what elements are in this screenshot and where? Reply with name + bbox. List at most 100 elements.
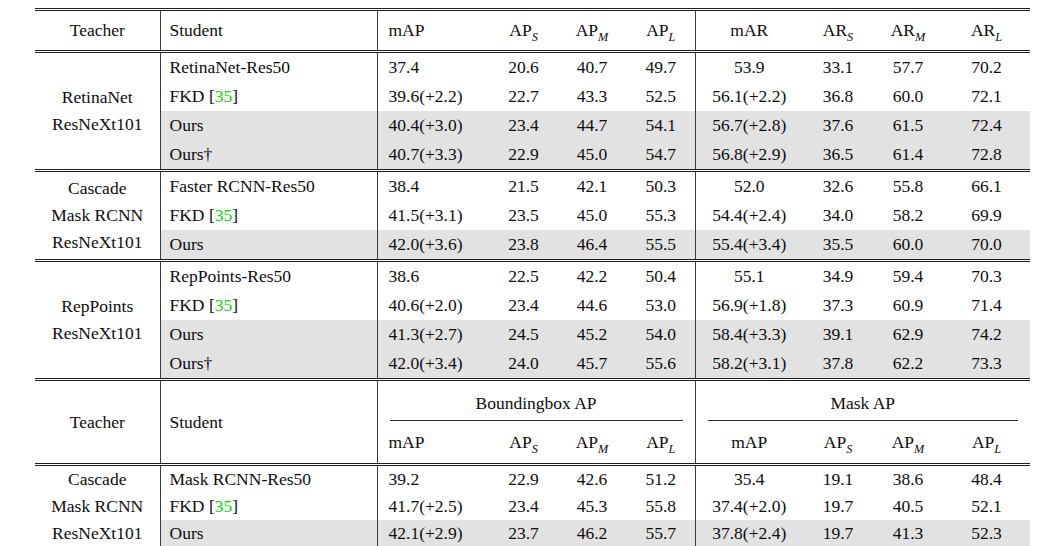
metric-cell: 74.2: [943, 320, 1030, 349]
student-cell: Ours: [160, 320, 377, 349]
header-bbox-ap-m: APM: [557, 422, 627, 465]
metric-cell: 70.2: [943, 52, 1030, 83]
metric-cell: 55.5: [627, 230, 695, 261]
metric-cell: 37.4: [377, 52, 490, 83]
metric-cell: 45.3: [557, 493, 627, 520]
table-row-highlighted: Ours 41.3(+2.7) 24.5 45.2 54.0 58.4(+3.3…: [35, 320, 1030, 349]
metric-cell: 56.8(+2.9): [695, 140, 803, 171]
header-mar: mAR: [695, 10, 803, 52]
results-table: Teacher Student mAP APS APM APL mAR ARS …: [35, 8, 1030, 546]
metric-cell: 24.5: [490, 320, 557, 349]
metric-cell: 19.1: [803, 465, 873, 494]
metric-cell: 19.7: [803, 520, 873, 546]
metric-cell: 62.9: [873, 320, 943, 349]
student-cell: FKD [35]: [160, 82, 377, 111]
metric-cell: 42.1: [557, 171, 627, 202]
metric-cell: 22.5: [490, 261, 557, 292]
table-row: RepPointsResNeXt101 RepPoints-Res50 38.6…: [35, 261, 1030, 292]
metric-cell: 41.3(+2.7): [377, 320, 490, 349]
metric-cell: 72.8: [943, 140, 1030, 171]
metric-cell: 43.3: [557, 82, 627, 111]
student-cell: Ours: [160, 230, 377, 261]
header-group-boundingbox-ap: Boundingbox AP: [377, 380, 695, 423]
metric-cell: 22.7: [490, 82, 557, 111]
header-mask-ap-m: APM: [873, 422, 943, 465]
metric-cell: 22.9: [490, 465, 557, 494]
metric-cell: 42.0(+3.4): [377, 349, 490, 380]
header-ap-s: APS: [490, 10, 557, 52]
student-cell: Ours: [160, 111, 377, 140]
metric-cell: 53.0: [627, 291, 695, 320]
metric-cell: 36.5: [803, 140, 873, 171]
metric-cell: 23.4: [490, 291, 557, 320]
metric-cell: 46.4: [557, 230, 627, 261]
metric-cell: 40.6(+2.0): [377, 291, 490, 320]
metric-cell: 20.6: [490, 52, 557, 83]
metric-cell: 23.7: [490, 520, 557, 546]
metric-cell: 54.0: [627, 320, 695, 349]
table-row-highlighted: Ours 42.1(+2.9) 23.7 46.2 55.7 37.8(+2.4…: [35, 520, 1030, 546]
metric-cell: 48.4: [943, 465, 1030, 494]
table-row: CascadeMask RCNNResNeXt101 Mask RCNN-Res…: [35, 465, 1030, 494]
metric-cell: 62.2: [873, 349, 943, 380]
metric-cell: 66.1: [943, 171, 1030, 202]
metric-cell: 38.6: [873, 465, 943, 494]
metric-cell: 33.1: [803, 52, 873, 83]
metric-cell: 56.1(+2.2): [695, 82, 803, 111]
citation-number: 35: [215, 86, 233, 106]
header-ap-l: APL: [627, 10, 695, 52]
metric-cell: 53.9: [695, 52, 803, 83]
metric-cell: 52.1: [943, 493, 1030, 520]
header-ar-l: ARL: [943, 10, 1030, 52]
metric-cell: 55.8: [873, 171, 943, 202]
header-teacher: Teacher: [35, 10, 160, 52]
metric-cell: 40.5: [873, 493, 943, 520]
student-cell: Ours†: [160, 140, 377, 171]
metric-cell: 40.4(+3.0): [377, 111, 490, 140]
metric-cell: 72.4: [943, 111, 1030, 140]
table-row: FKD [35] 41.7(+2.5) 23.4 45.3 55.8 37.4(…: [35, 493, 1030, 520]
metric-cell: 38.6: [377, 261, 490, 292]
metric-cell: 61.4: [873, 140, 943, 171]
metric-cell: 55.4(+3.4): [695, 230, 803, 261]
metric-cell: 49.7: [627, 52, 695, 83]
metric-cell: 19.7: [803, 493, 873, 520]
metric-cell: 24.0: [490, 349, 557, 380]
metric-cell: 52.3: [943, 520, 1030, 546]
header-mask-ap-s: APS: [803, 422, 873, 465]
metric-cell: 72.1: [943, 82, 1030, 111]
metric-cell: 51.2: [627, 465, 695, 494]
metric-cell: 50.4: [627, 261, 695, 292]
table-row: FKD [35] 39.6(+2.2) 22.7 43.3 52.5 56.1(…: [35, 82, 1030, 111]
metric-cell: 44.7: [557, 111, 627, 140]
header-row-top: Teacher Student mAP APS APM APL mAR ARS …: [35, 10, 1030, 52]
student-cell: RetinaNet-Res50: [160, 52, 377, 83]
student-cell: Ours†: [160, 349, 377, 380]
metric-cell: 22.9: [490, 140, 557, 171]
header-row-groups: Teacher Student Boundingbox AP Mask AP: [35, 380, 1030, 423]
metric-cell: 61.5: [873, 111, 943, 140]
metric-cell: 41.3: [873, 520, 943, 546]
metric-cell: 23.4: [490, 111, 557, 140]
header-bbox-ap-s: APS: [490, 422, 557, 465]
metric-cell: 54.4(+2.4): [695, 201, 803, 230]
metric-cell: 39.1: [803, 320, 873, 349]
metric-cell: 42.2: [557, 261, 627, 292]
paper-table-figure: Teacher Student mAP APS APM APL mAR ARS …: [0, 0, 1051, 546]
metric-cell: 59.4: [873, 261, 943, 292]
metric-cell: 23.5: [490, 201, 557, 230]
metric-cell: 39.2: [377, 465, 490, 494]
metric-cell: 57.7: [873, 52, 943, 83]
table-row: RetinaNetResNeXt101 RetinaNet-Res50 37.4…: [35, 52, 1030, 83]
metric-cell: 54.7: [627, 140, 695, 171]
metric-cell: 73.3: [943, 349, 1030, 380]
student-cell: FKD [35]: [160, 291, 377, 320]
student-cell: RepPoints-Res50: [160, 261, 377, 292]
metric-cell: 34.0: [803, 201, 873, 230]
citation-number: 35: [215, 496, 233, 516]
metric-cell: 69.9: [943, 201, 1030, 230]
teacher-cell: RetinaNetResNeXt101: [35, 52, 160, 171]
metric-cell: 41.5(+3.1): [377, 201, 490, 230]
metric-cell: 58.4(+3.3): [695, 320, 803, 349]
metric-cell: 37.6: [803, 111, 873, 140]
